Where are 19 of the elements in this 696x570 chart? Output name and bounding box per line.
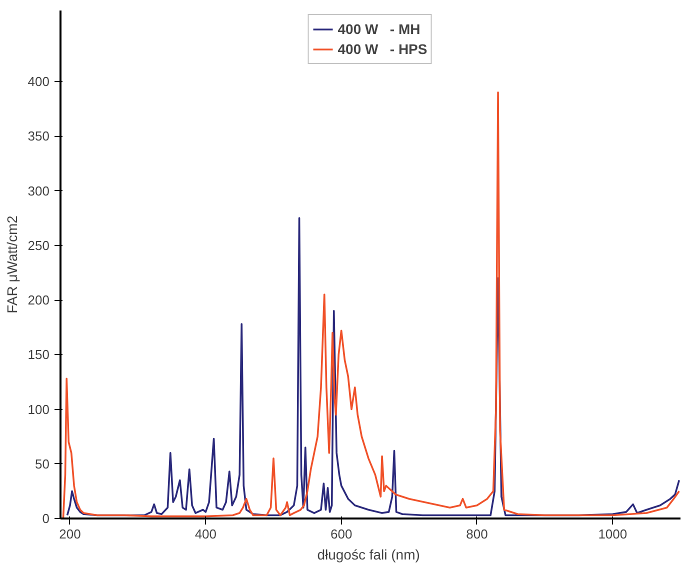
y-tick-label: 150 — [28, 347, 50, 362]
legend-label: 400 W - MH — [338, 21, 420, 37]
y-tick-label: 250 — [28, 238, 50, 253]
x-tick-label: 400 — [194, 526, 217, 542]
x-tick-label: 600 — [330, 526, 352, 542]
y-axis-title: FAR μWatt/cm2 — [4, 215, 20, 314]
y-tick-label: 350 — [28, 128, 50, 144]
y-tick-label: 200 — [28, 292, 50, 308]
y-tick-label: 100 — [28, 402, 50, 417]
x-axis-title: długośc fali (nm) — [317, 546, 420, 562]
legend-label: 400 W - HPS — [338, 41, 428, 57]
x-tick-label: 200 — [59, 526, 81, 542]
y-tick-label: 50 — [35, 456, 50, 472]
x-tick-label: 1000 — [598, 526, 628, 542]
y-tick-label: 300 — [28, 183, 50, 198]
y-tick-label: 0 — [42, 511, 50, 526]
y-tick-label: 400 — [28, 74, 50, 90]
line-series — [66, 217, 680, 516]
x-tick-label: 800 — [466, 526, 488, 542]
